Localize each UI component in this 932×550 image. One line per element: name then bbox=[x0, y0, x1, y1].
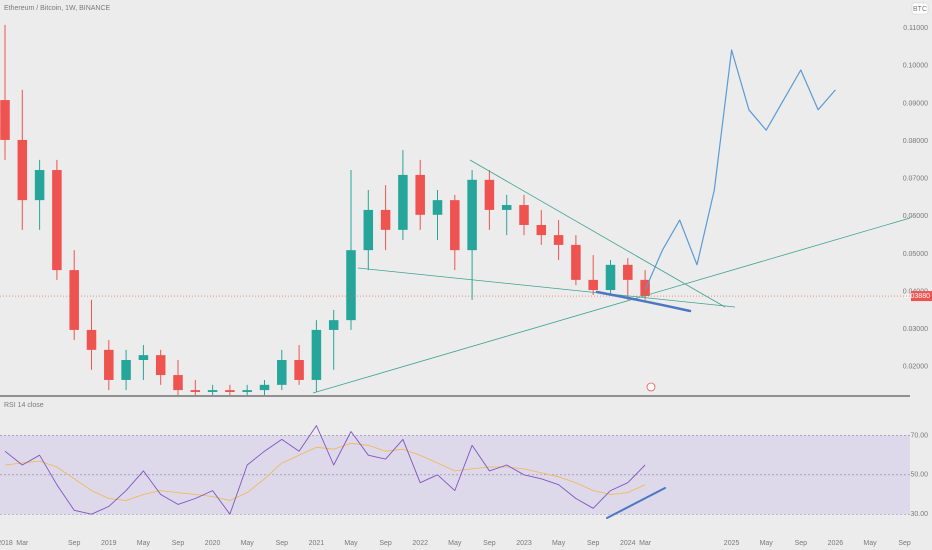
x-tick-label: 2019 bbox=[101, 540, 117, 547]
candle-body bbox=[328, 320, 339, 330]
candle-body bbox=[294, 360, 304, 380]
y-tick-label: 0.06000 bbox=[903, 213, 928, 220]
candle-body bbox=[484, 179, 495, 210]
x-tick-label: May bbox=[241, 540, 255, 547]
y-tick-label: 0.11000 bbox=[903, 25, 928, 32]
candle-body bbox=[536, 224, 547, 236]
y-tick-label: 0.08000 bbox=[903, 138, 928, 145]
candle-body bbox=[363, 209, 374, 251]
candle-body bbox=[346, 250, 356, 321]
candle-body bbox=[104, 349, 114, 380]
trend-line bbox=[312, 217, 911, 394]
candle-body bbox=[173, 375, 183, 391]
x-tick-label: May bbox=[448, 540, 462, 547]
y-tick-label: 0.10000 bbox=[903, 63, 928, 70]
rsi-title: RSI 14 close bbox=[4, 402, 44, 409]
x-tick-label: 2026 bbox=[828, 540, 844, 547]
y-tick-label: 30.00 bbox=[910, 511, 928, 518]
x-tick-label: May bbox=[344, 540, 358, 547]
y-tick-label: 0.03000 bbox=[903, 326, 928, 333]
x-tick-label: 2018 bbox=[0, 540, 13, 547]
y-tick-label: 0.09000 bbox=[903, 100, 928, 107]
candle-body bbox=[155, 355, 166, 376]
candle-body bbox=[467, 179, 477, 251]
x-tick-label: 2021 bbox=[309, 540, 325, 547]
currency-button[interactable] bbox=[911, 2, 929, 15]
x-tick-label: 2020 bbox=[205, 540, 221, 547]
x-tick-label: Sep bbox=[276, 540, 289, 547]
y-tick-label: 50.00 bbox=[910, 472, 928, 479]
x-tick-label: 2024 bbox=[620, 540, 636, 547]
candle-body bbox=[0, 100, 10, 140]
candle-body bbox=[605, 264, 616, 291]
trend-line bbox=[469, 159, 726, 308]
candle-body bbox=[190, 390, 201, 392]
rsi-line bbox=[4, 442, 646, 501]
price-tag-label: 0.03880 bbox=[905, 293, 930, 300]
x-tick-label: Sep bbox=[172, 540, 185, 547]
candle-body bbox=[519, 205, 529, 225]
chart-title: Ethereum / Bitcoin, 1W, BINANCE bbox=[4, 5, 111, 12]
x-tick-label: Sep bbox=[587, 540, 600, 547]
candle-body bbox=[225, 390, 235, 392]
rsi-trend-line bbox=[606, 487, 666, 519]
support-curve bbox=[595, 290, 692, 313]
candle-body bbox=[571, 244, 581, 280]
candle-body bbox=[277, 360, 287, 385]
x-tick-label: Sep bbox=[68, 540, 81, 547]
y-tick-label: 0.02000 bbox=[903, 364, 928, 371]
x-tick-label: Sep bbox=[795, 540, 808, 547]
x-tick-label: Sep bbox=[483, 540, 496, 547]
candle-body bbox=[640, 279, 650, 297]
candle-body bbox=[52, 170, 62, 271]
candle-body bbox=[450, 200, 460, 251]
x-tick-label: May bbox=[760, 540, 774, 547]
x-tick-label: 2022 bbox=[412, 540, 428, 547]
rsi-band bbox=[0, 435, 910, 515]
x-tick-label: Mar bbox=[639, 540, 652, 547]
trend-line bbox=[357, 267, 736, 308]
candle-body bbox=[311, 329, 322, 380]
candle-body bbox=[86, 329, 97, 350]
event-icon[interactable] bbox=[646, 382, 656, 392]
candle-body bbox=[17, 139, 28, 201]
x-tick-label: May bbox=[137, 540, 151, 547]
candle-body bbox=[121, 360, 131, 380]
candle-body bbox=[623, 264, 633, 280]
candle-body bbox=[207, 390, 218, 392]
rsi-line bbox=[4, 425, 646, 515]
candle-body bbox=[415, 174, 425, 215]
x-tick-label: 2025 bbox=[724, 540, 740, 547]
y-tick-label: 70.00 bbox=[910, 432, 928, 439]
candle-body bbox=[432, 200, 443, 215]
x-tick-label: 2023 bbox=[516, 540, 532, 547]
y-tick-label: 0.05000 bbox=[903, 251, 928, 258]
x-tick-label: Mar bbox=[16, 540, 29, 547]
candle-body bbox=[501, 205, 512, 210]
candle-body bbox=[398, 174, 408, 230]
candle-body bbox=[553, 235, 564, 245]
candle-body bbox=[588, 279, 598, 291]
y-tick-label: 0.07000 bbox=[903, 176, 928, 183]
candle-body bbox=[380, 209, 391, 230]
projection-line bbox=[644, 49, 836, 291]
currency-label: BTC bbox=[913, 6, 927, 13]
x-tick-label: May bbox=[863, 540, 877, 547]
x-tick-label: May bbox=[552, 540, 566, 547]
x-tick-label: Sep bbox=[898, 540, 911, 547]
x-tick-label: Sep bbox=[379, 540, 392, 547]
price-tag bbox=[911, 291, 932, 302]
candle-body bbox=[138, 355, 149, 361]
candle-body bbox=[69, 270, 79, 330]
candle-body bbox=[34, 170, 45, 201]
candle-body bbox=[259, 384, 270, 391]
candle-body bbox=[242, 390, 252, 392]
